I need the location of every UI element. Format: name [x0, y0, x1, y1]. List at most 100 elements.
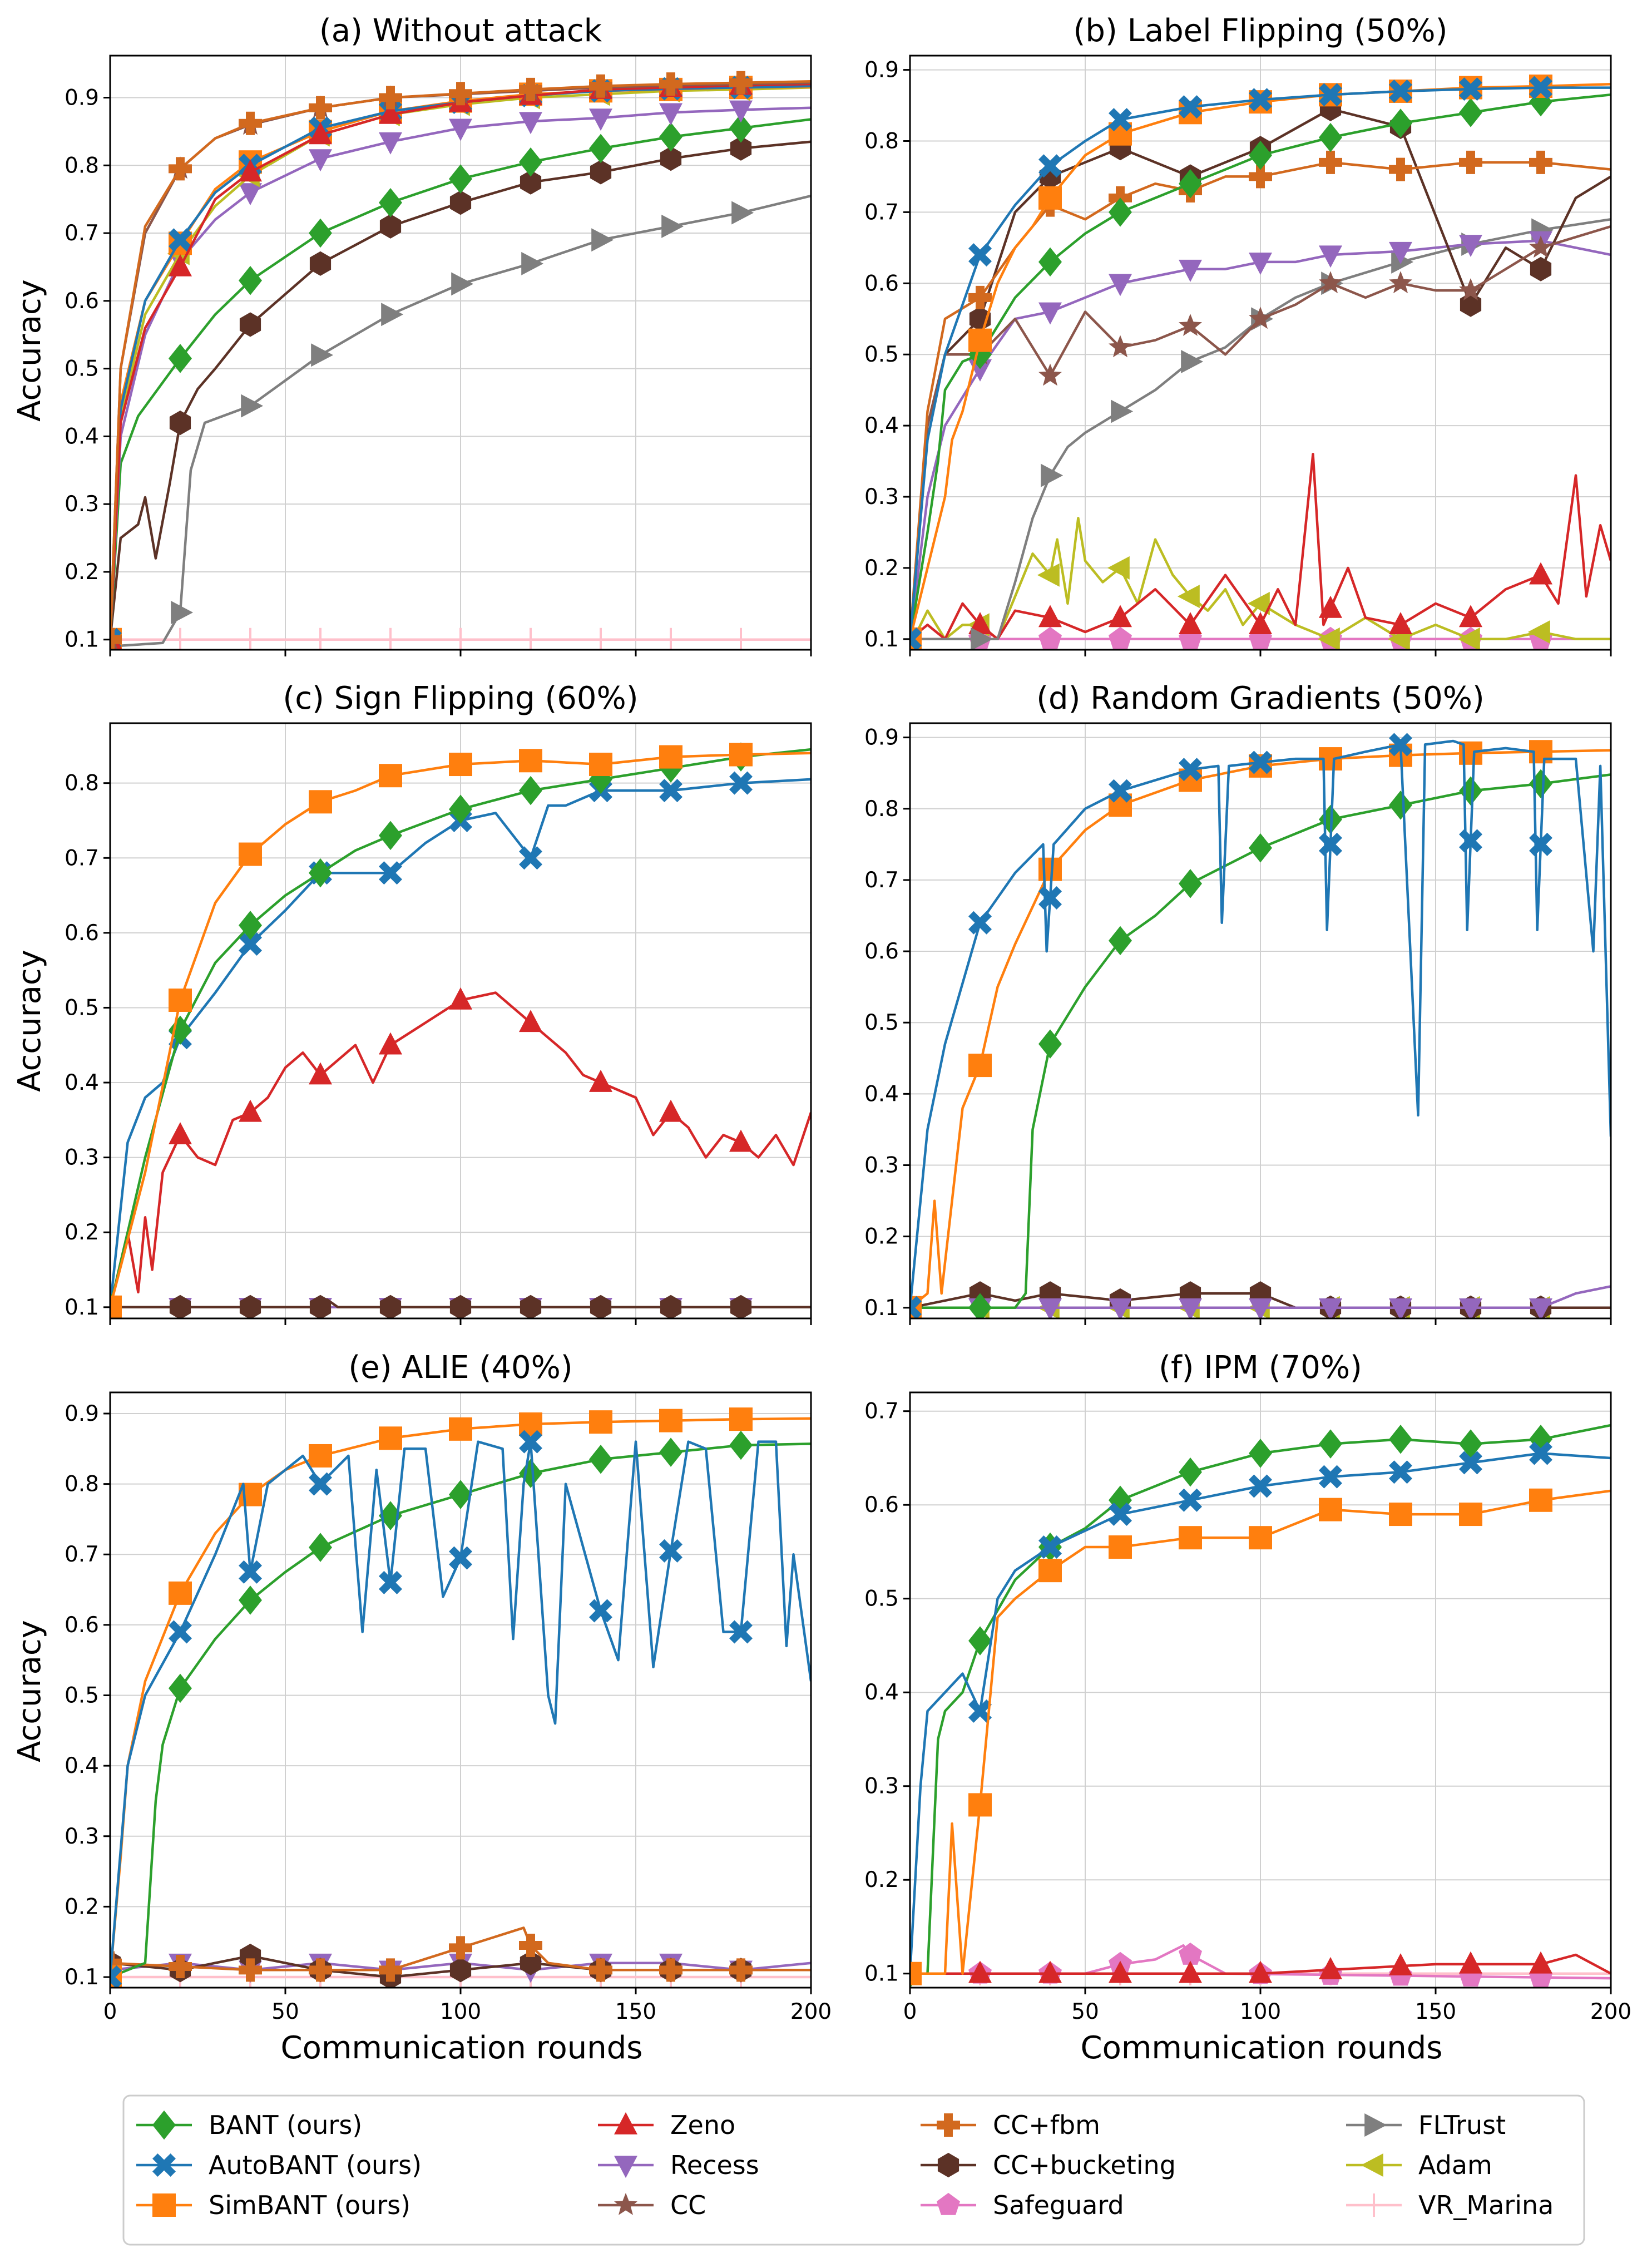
marker-VRMarina: [659, 628, 682, 650]
panel-title-c: (c) Sign Flipping (60%): [283, 680, 638, 717]
legend-marker-FLTrust: [1364, 2113, 1387, 2137]
tick-label-y: 0.9: [864, 725, 899, 750]
marker-SimBANT: [1038, 1559, 1062, 1583]
tick-label-y: 0.8: [65, 1472, 99, 1497]
marker-SimBANT: [589, 753, 612, 777]
tick-label-y: 0.5: [65, 1683, 99, 1708]
marker-Zeno: [519, 1010, 542, 1032]
series-line-Adam: [910, 517, 1611, 647]
marker-CCfbm: [589, 1958, 612, 1982]
marker-BANT: [1249, 1439, 1272, 1468]
panel-c: 0.1 0.2 0.3 0.4 0.5 0.6 0.7 0.8 (c) Sign Flippin…: [65, 680, 812, 1325]
marker-Zeno: [729, 1129, 753, 1152]
marker-Zeno: [309, 1062, 332, 1085]
marker-CC: [1038, 363, 1062, 386]
marker-FLTrust: [241, 394, 264, 418]
series-line-Zeno: [910, 1953, 1611, 1975]
marker-AutoBANT: [1179, 95, 1202, 119]
marker-Recess: [1249, 253, 1272, 275]
marker-Zeno: [1319, 595, 1342, 618]
marker-BANT: [659, 1437, 682, 1467]
marker-BANT: [239, 266, 262, 295]
marker-Recess: [1459, 235, 1482, 258]
marker-SimBANT: [589, 1410, 612, 1434]
marker-AutoBANT: [729, 771, 753, 795]
x-axis-label-e: Communication rounds: [281, 2030, 643, 2066]
marker-AutoBANT: [1249, 750, 1272, 774]
legend-item-Recess: Recess: [598, 2150, 759, 2180]
tick-label-y: 0.6: [864, 1493, 899, 1518]
series-line-BANT: [910, 773, 1611, 1310]
legend-marker-Zeno: [614, 2112, 637, 2135]
marker-AutoBANT: [1389, 1460, 1412, 1484]
marker-CCfbm: [729, 71, 753, 95]
marker-BANT: [449, 794, 472, 824]
marker-Zeno: [1038, 605, 1062, 628]
panel-title-f: (f) IPM (70%): [1159, 1350, 1362, 1386]
marker-Recess: [1109, 274, 1132, 297]
marker-Safeguard: [1038, 626, 1062, 649]
marker-BANT: [309, 218, 332, 248]
marker-AutoBANT: [968, 1699, 992, 1723]
tick-label-y: 0.3: [864, 1774, 899, 1799]
marker-SimBANT: [110, 1295, 122, 1318]
marker-CCfbm: [659, 1958, 682, 1982]
marker-Zeno: [1038, 1960, 1062, 1983]
marker-AutoBANT: [1319, 83, 1342, 107]
marker-SimBANT: [659, 1409, 682, 1432]
marker-BANT: [968, 1626, 992, 1656]
marker-Zeno: [1389, 612, 1412, 635]
marker-AutoBANT: [519, 846, 542, 870]
marker-SimBANT: [239, 842, 262, 866]
tick-label-y: 0.5: [864, 1010, 899, 1035]
marker-Recess: [519, 112, 542, 135]
marker-SimBANT: [1319, 1498, 1342, 1521]
marker-FLTrust: [451, 272, 474, 296]
series-group-d: [910, 733, 1611, 1318]
legend-item-BANT: BANT (ours): [136, 2110, 362, 2140]
marker-Zeno: [1249, 612, 1272, 635]
series-group-a: [110, 71, 811, 650]
y-axis-label-a: Accuracy: [12, 279, 48, 422]
marker-Adam: [1457, 627, 1480, 650]
marker-BANT: [449, 1480, 472, 1509]
marker-SimBANT: [968, 1054, 992, 1078]
legend-marker-CC: [614, 2192, 637, 2215]
marker-AutoBANT: [449, 1546, 472, 1570]
marker-Zeno: [239, 159, 262, 182]
marker-Zeno: [1179, 1960, 1202, 1983]
tick-label-x: 100: [440, 1999, 481, 2024]
marker-AutoBANT: [1109, 779, 1132, 803]
tick-label-x: 200: [1590, 1999, 1631, 2024]
marker-BANT: [449, 164, 472, 194]
tick-label-y: 0.9: [65, 86, 99, 111]
series-line-SimBANT: [910, 1489, 1611, 1975]
marker-CCbucket: [730, 1295, 752, 1318]
panel-a: 0.1 0.2 0.3 0.4 0.5 0.6 0.7 0.8 0.9 (a) Without a…: [65, 13, 812, 656]
marker-AutoBANT: [1529, 832, 1552, 856]
marker-Zeno: [1529, 1951, 1552, 1974]
marker-Recess: [1038, 302, 1062, 325]
marker-SimBANT: [309, 790, 332, 814]
marker-Recess: [1319, 1298, 1342, 1318]
tick-label-x: 100: [1240, 1999, 1281, 2024]
marker-AutoBANT: [110, 1965, 122, 1988]
tick-label-y: 0.1: [864, 1962, 899, 1987]
marker-CCfbm: [729, 1958, 753, 1982]
marker-Recess: [1249, 1298, 1272, 1318]
marker-Adam: [1107, 556, 1130, 580]
marker-VRMarina: [729, 628, 753, 650]
marker-SimBANT: [1529, 1488, 1552, 1512]
tick-label-y: 0.5: [65, 357, 99, 382]
marker-CCfbm: [110, 628, 122, 650]
marker-AutoBANT: [1038, 886, 1062, 910]
marker-SimBANT: [1038, 857, 1062, 881]
tick-label-y: 0.9: [65, 1401, 99, 1426]
marker-BANT: [169, 344, 192, 373]
series-line-FLTrust: [910, 218, 1611, 641]
marker-VRMarina: [589, 628, 612, 650]
tick-label-y: 0.4: [65, 424, 99, 449]
marker-FLTrust: [171, 601, 194, 625]
tick-label-x: 0: [903, 1999, 917, 2024]
